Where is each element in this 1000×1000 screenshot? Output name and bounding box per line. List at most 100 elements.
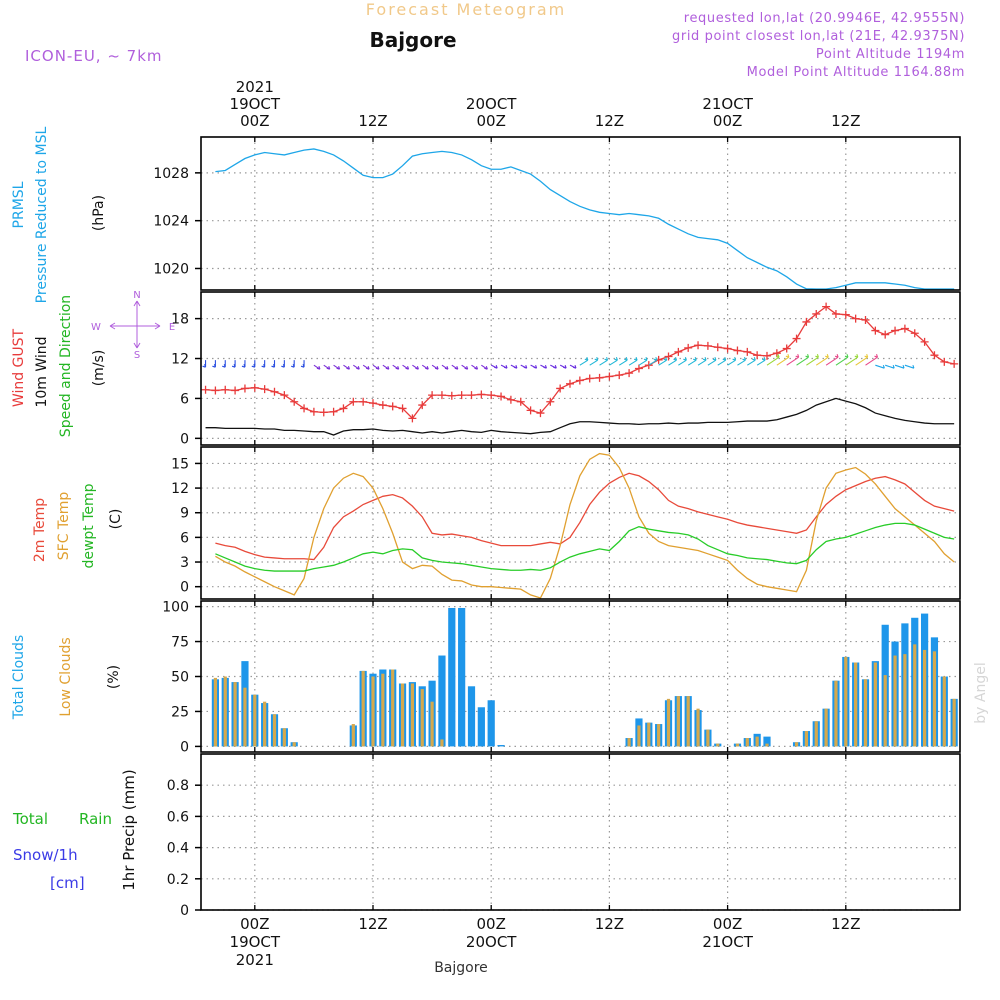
wind-arrow-icon (222, 360, 226, 368)
ytick-label: 75 (171, 635, 189, 651)
total-cloud-bar (438, 655, 446, 747)
ytick-label: 50 (171, 670, 189, 686)
low-clouds-label: Low Clouds (58, 637, 74, 716)
top-axis-label: 20OCT (466, 95, 517, 113)
wind-arrow-icon (825, 354, 839, 366)
series-line (215, 148, 955, 290)
chart-subtitle: Forecast Meteogram (366, 0, 566, 19)
series-line (215, 472, 955, 561)
wind-arrow-icon (471, 364, 479, 370)
low-cloud-bar (706, 729, 710, 747)
wind-arrow-icon (855, 354, 869, 366)
wind-10m-label: 10m Wind (34, 336, 50, 407)
low-cloud-bar (400, 683, 405, 747)
wind-arrow-icon (786, 354, 800, 366)
series-line (215, 522, 955, 572)
wind-arrow-icon (815, 354, 829, 366)
wind-arrow-icon (530, 364, 538, 369)
low-cloud-bar (824, 708, 828, 747)
total-cloud-bar (467, 686, 476, 747)
wind-arrow-icon (668, 357, 678, 366)
low-cloud-bar (676, 696, 680, 747)
low-cloud-bar (873, 662, 877, 747)
gust-marker (792, 334, 801, 343)
gust-marker (477, 390, 486, 399)
low-cloud-bar (657, 724, 661, 747)
top-axis-label: 00Z (240, 112, 269, 130)
low-cloud-bar (420, 689, 424, 747)
wind-arrow-icon (202, 360, 207, 368)
gust-marker (625, 369, 634, 378)
total-cloud-bar (497, 745, 505, 747)
gust-marker (487, 391, 496, 400)
gust-marker (723, 344, 732, 353)
wind-arrow-icon (212, 360, 216, 368)
wind-arrow-icon (333, 364, 341, 370)
ytick-label: 100 (162, 600, 189, 616)
gust-marker (782, 344, 791, 353)
gust-marker (300, 404, 309, 413)
low-cloud-bar (233, 682, 237, 747)
bottom-axis-label: 2021 (236, 951, 274, 969)
gust-marker (605, 372, 614, 381)
precip-panel-labels: Total Rain Snow/1h [cm] 1hr Precip (mm) (12, 769, 138, 892)
gust-marker (861, 315, 870, 324)
panel-bg (201, 137, 960, 290)
panel-wind: 0 6 12 18 (171, 291, 961, 447)
pressure-unit-label: (hPa) (91, 195, 107, 231)
ytick-label: 6 (180, 391, 189, 407)
wind-arrow-icon (431, 364, 439, 370)
low-cloud-bar (361, 670, 365, 747)
low-cloud-bar (932, 651, 937, 747)
wind-arrow-icon (271, 360, 276, 368)
wind-arrow-icon (697, 357, 707, 366)
bottom-axis-label: 12Z (595, 915, 624, 933)
model-label: ICON-EU, ~ 7km (25, 47, 163, 65)
top-axis-label: 12Z (595, 112, 624, 130)
low-cloud-bar (814, 721, 818, 747)
ytick-label: 1020 (153, 261, 189, 277)
gust-marker (743, 347, 752, 356)
gust-marker (270, 387, 279, 396)
low-cloud-bar (794, 742, 799, 747)
gust-marker (290, 397, 299, 406)
wind-arrow-icon (313, 364, 321, 370)
low-cloud-bar (627, 738, 631, 747)
wind-arrow-icon (343, 364, 350, 370)
cloud-panel-labels: Total Clouds Low Clouds (%) (11, 635, 122, 720)
bottom-axis-label: 00Z (713, 915, 742, 933)
wind-arrow-icon (875, 364, 885, 369)
gust-marker (437, 391, 446, 400)
series-line (215, 452, 955, 599)
gust-marker (644, 361, 653, 370)
compass-east: E (169, 322, 175, 333)
ytick-label: 9 (180, 506, 189, 522)
gust-marker (910, 329, 919, 338)
wind-arrow-icon (845, 354, 859, 366)
series-line (205, 397, 955, 436)
gust-marker (950, 359, 959, 368)
low-cloud-bar (351, 724, 355, 747)
pressure-panel-labels: PRMSL Pressure Reduced to MSL (hPa) (11, 126, 107, 303)
gust-marker (733, 346, 742, 355)
grid-point-coords: grid point closest lon,lat (21E, 42.9375… (672, 29, 965, 44)
bottom-axis-label: 12Z (831, 915, 860, 933)
gust-marker (674, 347, 683, 356)
wind-arrow-icon (894, 364, 905, 369)
wind-arrow-icon (865, 354, 879, 366)
wind-arrow-icon (776, 354, 790, 366)
precip-axis-title: 1hr Precip (mm) (120, 769, 138, 890)
panel-bg (201, 447, 960, 599)
panel-frame (200, 446, 961, 600)
gust-marker (585, 374, 594, 383)
gust-marker (231, 386, 240, 395)
temp-2m-label: 2m Temp (32, 498, 48, 562)
gust-marker (408, 414, 417, 423)
gust-marker (595, 373, 604, 382)
gust-marker (526, 406, 535, 415)
ytick-label: 3 (180, 555, 189, 571)
wind-arrow-icon (806, 354, 819, 366)
low-cloud-bar (253, 694, 257, 747)
total-cloud-bar (477, 707, 485, 747)
gust-marker (851, 314, 860, 323)
